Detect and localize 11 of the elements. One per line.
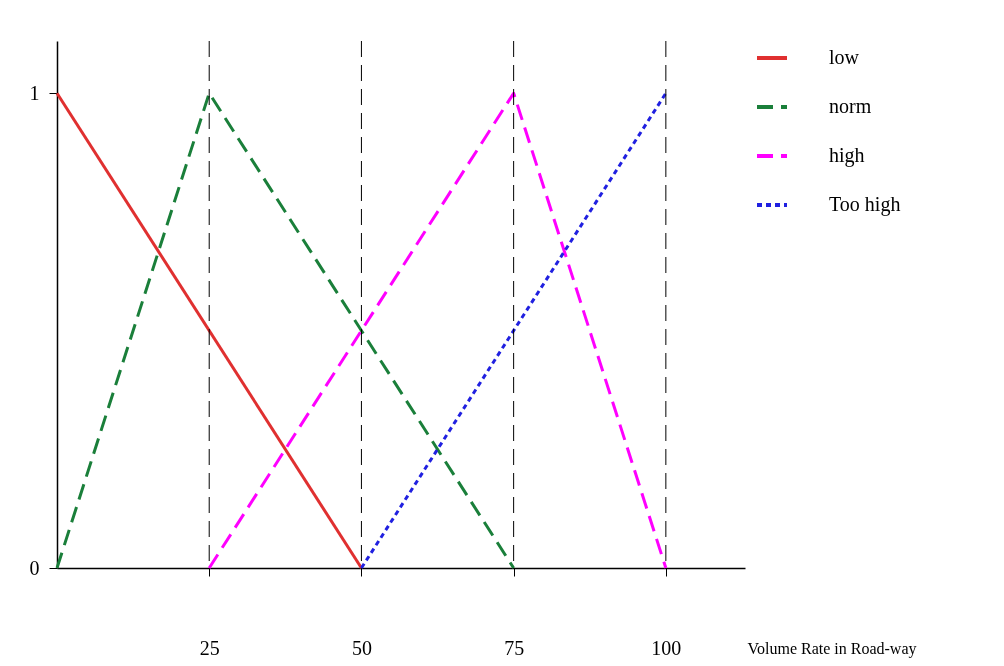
legend-label: low [829,46,860,68]
legend-label: norm [829,95,872,117]
legend-label: high [829,144,865,167]
x-tick-label: 25 [199,636,220,659]
legend-label: Too high [829,193,901,216]
x-tick-label: 75 [504,636,525,659]
y-tick-label: 0 [29,556,40,579]
x-tick-label: 100 [651,636,682,659]
x-axis-title: Volume Rate in Road-way [747,639,917,658]
y-tick-label: 1 [29,81,40,104]
x-tick-label: 50 [351,636,372,659]
